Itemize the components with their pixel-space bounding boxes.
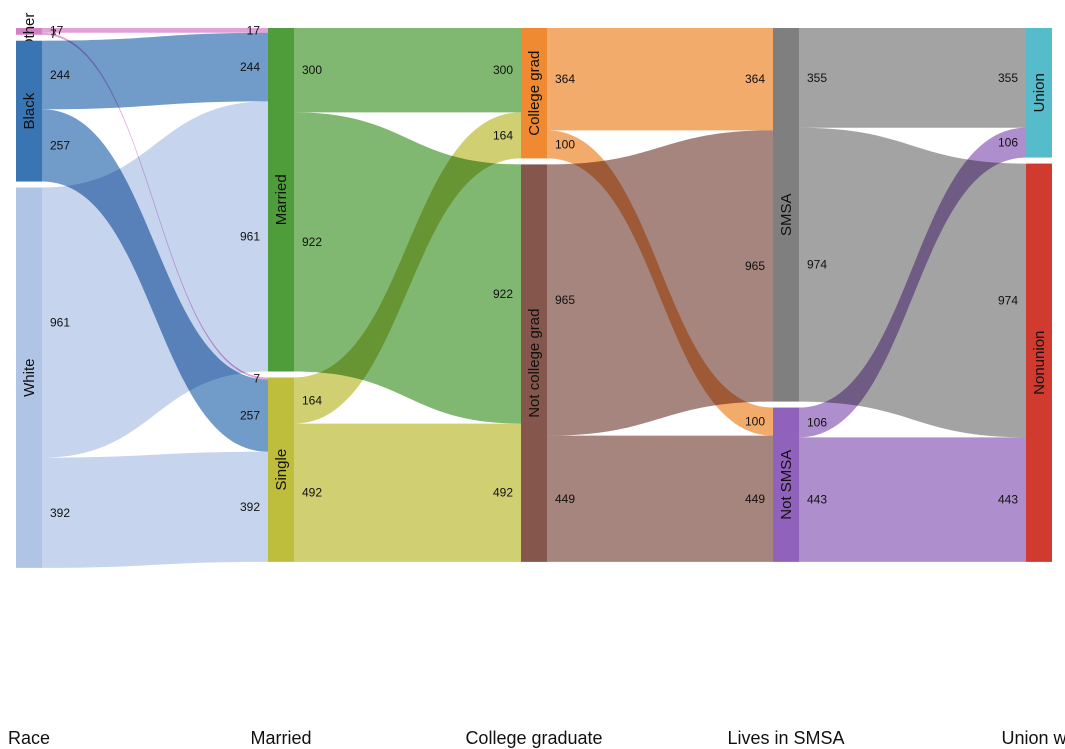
stage-label-lives-in-smsa: Lives in SMSA — [727, 728, 844, 748]
flow-value-label-target-black-married: 244 — [240, 60, 260, 74]
flow-college-grad-to-not-smsa — [547, 130, 773, 436]
node-label-black: Black — [21, 92, 38, 129]
flow-value-label-source-white-single: 392 — [50, 506, 70, 520]
flow-value-label-target-other-married: 17 — [247, 23, 261, 37]
flow-value-label-target-smsa-union: 355 — [998, 71, 1018, 85]
flow-value-label-target-single-college-grad: 164 — [493, 128, 513, 142]
flow-value-label-target-other-single: 7 — [253, 371, 260, 385]
flow-value-label-target-not-college-grad-not-smsa: 449 — [745, 492, 765, 506]
flow-value-label-target-married-not-college-grad: 922 — [493, 287, 513, 301]
node-label-union: Union — [1031, 73, 1048, 112]
stage-label-college-graduate: College graduate — [465, 728, 602, 748]
flow-not-smsa-to-nonunion — [799, 437, 1026, 562]
flow-white-to-single — [42, 451, 268, 568]
stage-label-married: Married — [250, 728, 311, 748]
node-label-smsa: SMSA — [778, 194, 795, 237]
flow-other-to-married — [42, 28, 268, 33]
flow-other-to-single — [42, 32, 268, 380]
flow-value-label-source-black-single: 257 — [50, 138, 70, 152]
stage-axis: Race Married College graduate Lives in SMSA… — [8, 728, 1065, 748]
node-label-single: Single — [273, 449, 290, 491]
flow-not-college-grad-to-not-smsa — [547, 435, 773, 562]
flow-value-label-target-single-not-college-grad: 492 — [493, 486, 513, 500]
flow-value-label-target-not-smsa-union: 106 — [998, 136, 1018, 150]
flow-value-label-source-not-smsa-nonunion: 443 — [807, 493, 827, 507]
flow-value-label-source-not-college-grad-not-smsa: 449 — [555, 492, 575, 506]
labels-layer: 17 17 244 244 961 961 7 7 257 257 392 392 300 300 164 1… — [50, 23, 1018, 519]
node-not-smsa — [773, 407, 799, 562]
flow-value-label-source-not-smsa-union: 106 — [807, 415, 827, 429]
flow-value-label-source-white-married: 961 — [50, 316, 70, 330]
stage-label-union-wo: Union wo — [1001, 728, 1065, 748]
node-label-college-grad: College grad — [526, 51, 543, 136]
flow-value-label-source-smsa-union: 355 — [807, 71, 827, 85]
node-other — [16, 28, 42, 35]
node-label-nonunion: Nonunion — [1031, 331, 1048, 395]
flow-value-label-source-college-grad-smsa: 364 — [555, 72, 575, 86]
flow-smsa-to-union — [799, 28, 1026, 128]
flow-value-label-target-married-college-grad: 300 — [493, 63, 513, 77]
flow-value-label-source-college-grad-not-smsa: 100 — [555, 137, 575, 151]
flow-value-label-target-college-grad-smsa: 364 — [745, 72, 765, 86]
flow-smsa-to-nonunion — [799, 127, 1026, 438]
flow-value-label-target-smsa-nonunion: 974 — [998, 293, 1018, 307]
node-married — [268, 28, 294, 372]
flow-value-label-target-not-college-grad-smsa: 965 — [745, 259, 765, 273]
flow-value-label-source-married-not-college-grad: 922 — [302, 235, 322, 249]
node-union — [1026, 28, 1052, 158]
flow-value-label-source-smsa-nonunion: 974 — [807, 258, 827, 272]
flow-value-label-source-married-college-grad: 300 — [302, 63, 322, 77]
node-not-college-grad — [521, 164, 547, 562]
node-nonunion — [1026, 163, 1052, 562]
node-single — [268, 377, 294, 562]
flow-married-to-not-college-grad — [294, 112, 521, 424]
node-label-not-college-grad: Not college grad — [526, 309, 543, 418]
flow-married-to-college-grad — [294, 28, 521, 113]
stage-label-race: Race — [8, 728, 50, 748]
node-label-not-smsa: Not SMSA — [778, 450, 795, 520]
node-label-white: White — [21, 359, 38, 397]
flow-value-label-target-white-married: 961 — [240, 229, 260, 243]
flow-value-label-target-college-grad-not-smsa: 100 — [745, 415, 765, 429]
node-label-married: Married — [273, 174, 290, 225]
flow-value-label-source-other-single: 7 — [50, 27, 57, 41]
flow-college-grad-to-smsa — [547, 28, 773, 131]
flow-value-label-target-not-smsa-nonunion: 443 — [998, 493, 1018, 507]
node-white — [16, 187, 42, 568]
flow-value-label-source-not-college-grad-smsa: 965 — [555, 293, 575, 307]
flow-value-label-target-black-single: 257 — [240, 409, 260, 423]
node-college-grad — [521, 28, 547, 159]
flow-single-to-not-college-grad — [294, 423, 521, 562]
flow-value-label-source-black-married: 244 — [50, 68, 70, 82]
flow-black-to-married — [42, 32, 268, 110]
flow-value-label-source-single-not-college-grad: 492 — [302, 486, 322, 500]
flows-layer — [42, 28, 1026, 568]
flow-value-label-source-single-college-grad: 164 — [302, 394, 322, 408]
node-black — [16, 40, 42, 182]
flow-value-label-target-white-single: 392 — [240, 500, 260, 514]
flow-black-to-single — [42, 109, 268, 452]
node-smsa — [773, 28, 799, 402]
flow-value-label-source-other-married: 17 — [50, 23, 64, 37]
